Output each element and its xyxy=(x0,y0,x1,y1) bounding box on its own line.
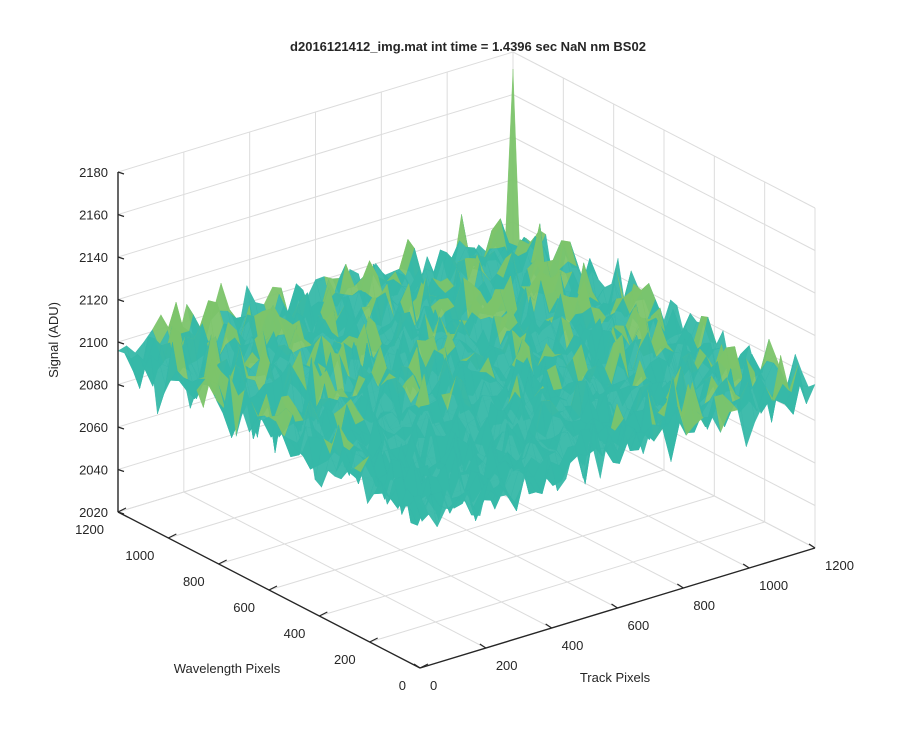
z-tick-mark xyxy=(117,256,125,260)
x-tick-label: 400 xyxy=(562,638,584,653)
z-tick-label: 2040 xyxy=(79,463,108,478)
z-tick-label: 2180 xyxy=(79,165,108,180)
x-tick-mark xyxy=(545,623,552,629)
surface-facet xyxy=(504,68,520,263)
z-tick-mark xyxy=(117,511,125,515)
z-tick-label: 2140 xyxy=(79,250,108,265)
surface-plot xyxy=(117,68,816,528)
x-tick-label: 0 xyxy=(430,678,437,693)
y-tick-label: 0 xyxy=(399,678,406,693)
tick-labels: 0 200 400 600 800 1000 1200 0 200 400 600 800 1000 12… xyxy=(75,165,854,693)
grid-line xyxy=(512,136,816,294)
z-tick-label: 2160 xyxy=(79,208,108,223)
y-tick-label: 1000 xyxy=(125,548,154,563)
x-tick-mark xyxy=(677,583,684,589)
grid-line xyxy=(117,94,514,215)
x-axis-label: Track Pixels xyxy=(580,670,651,685)
x-tick-mark xyxy=(808,543,816,549)
grid-line xyxy=(512,51,816,209)
y-tick-mark xyxy=(369,637,378,643)
y-tick-label: 400 xyxy=(284,626,306,641)
x-tick-label: 200 xyxy=(496,658,518,673)
z-tick-mark xyxy=(117,383,125,388)
z-tick-mark xyxy=(117,341,125,345)
x-tick-mark xyxy=(611,603,618,609)
z-tick-label: 2060 xyxy=(79,420,108,435)
x-tick-label: 600 xyxy=(628,618,650,633)
x-tick-label: 1000 xyxy=(759,578,788,593)
grid-line xyxy=(117,51,514,173)
z-tick-label: 2020 xyxy=(79,505,108,520)
x-tick-mark xyxy=(479,643,487,649)
grid-line xyxy=(512,179,816,336)
y-tick-label: 600 xyxy=(233,600,255,615)
z-tick-label: 2100 xyxy=(79,335,108,350)
z-axis-label: Signal (ADU) xyxy=(46,302,61,378)
z-tick-mark xyxy=(117,426,125,430)
x-tick-mark xyxy=(742,563,750,569)
grid-line xyxy=(319,495,715,617)
x-tick-label: 800 xyxy=(693,598,715,613)
y-tick-label: 1200 xyxy=(75,522,104,537)
grid-line xyxy=(268,469,665,591)
grid-line xyxy=(117,136,514,258)
x-tick-mark xyxy=(413,663,421,669)
z-tick-mark xyxy=(117,213,125,218)
z-tick-mark xyxy=(117,171,125,175)
grid-line xyxy=(512,94,816,251)
y-tick-label: 200 xyxy=(334,652,356,667)
grid-line xyxy=(117,179,514,300)
z-tick-label: 2080 xyxy=(79,378,108,393)
z-tick-mark xyxy=(117,468,125,473)
y-tick-mark xyxy=(168,533,177,539)
y-tick-mark xyxy=(319,611,328,617)
grid-line xyxy=(369,521,765,643)
y-tick-mark xyxy=(117,507,127,513)
z-tick-label: 2120 xyxy=(79,293,108,308)
z-tick-mark xyxy=(117,298,125,303)
y-tick-mark xyxy=(268,585,278,591)
y-axis-label: Wavelength Pixels xyxy=(174,661,281,676)
y-tick-label: 800 xyxy=(183,574,205,589)
y-tick-mark xyxy=(419,663,429,669)
y-tick-mark xyxy=(218,559,227,565)
chart-title: d2016121412_img.mat int time = 1.4396 se… xyxy=(290,39,646,54)
surface-facet xyxy=(413,494,429,522)
x-tick-label: 1200 xyxy=(825,558,854,573)
